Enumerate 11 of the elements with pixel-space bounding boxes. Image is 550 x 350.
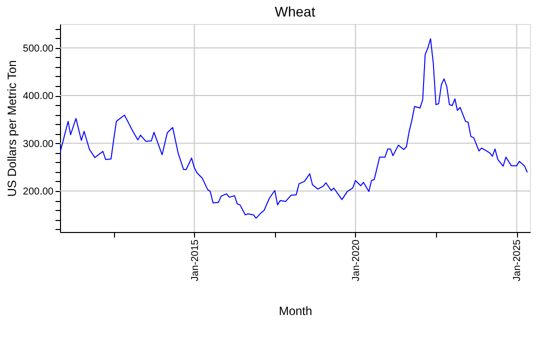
y-axis-title: US Dollars per Metric Ton xyxy=(4,60,19,197)
x-axis-title: Month xyxy=(278,304,312,318)
chart-title: Wheat xyxy=(274,4,316,20)
y-tick-label: 300.00 xyxy=(22,138,54,150)
line-series xyxy=(60,38,528,219)
y-tick-label: 500.00 xyxy=(22,43,54,54)
x-tick-label: Jan-2020 xyxy=(350,239,362,282)
x-tick-label: Jan-2025 xyxy=(512,239,524,282)
y-tick-label: 400.00 xyxy=(22,91,54,102)
x-tick-label: Jan-2015 xyxy=(190,239,201,282)
y-tick-label: 200.00 xyxy=(22,186,54,198)
